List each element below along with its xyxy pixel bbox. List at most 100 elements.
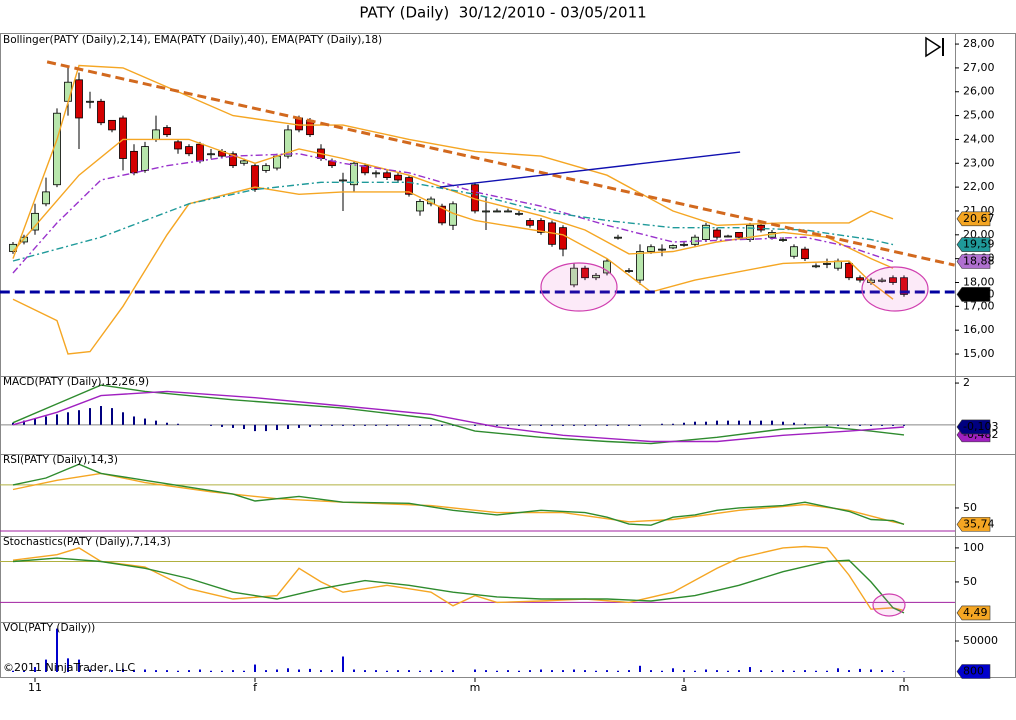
play-triangle[interactable]	[925, 36, 942, 58]
value-marker-label: -0,103	[963, 420, 998, 433]
candle-body	[537, 220, 545, 233]
y-tick-label: 18,00	[963, 275, 995, 288]
value-marker	[956, 237, 991, 252]
candle-body	[31, 212, 39, 231]
y-tick-label: 50	[963, 501, 977, 514]
highlight-ellipse	[861, 266, 929, 312]
value-marker-label: 20,67	[963, 212, 995, 225]
panel-title: RSI(PATY (Daily),14,3)	[3, 454, 118, 466]
x-tick-label: m	[470, 681, 481, 694]
candle-body	[174, 141, 182, 150]
candle-body	[438, 205, 446, 224]
candle-body	[559, 227, 567, 250]
value-marker-label: 35,74	[963, 517, 995, 530]
candle-body	[251, 165, 259, 190]
candle-body	[636, 251, 644, 281]
candle-body	[119, 117, 127, 159]
panel	[0, 463, 955, 532]
candle-body	[713, 229, 721, 238]
y-tick-label: 16,00	[963, 323, 995, 336]
candle-body	[394, 174, 402, 181]
y-tick-label: 50	[963, 575, 977, 588]
indicator-line	[439, 151, 741, 188]
candle-body	[779, 239, 787, 241]
y-tick-label: 22,00	[963, 180, 995, 193]
y-tick-label: 17,00	[963, 299, 995, 312]
indicator-line	[12, 138, 894, 269]
candle-body	[416, 201, 424, 212]
indicator-line	[12, 384, 905, 445]
indicator-line	[12, 64, 894, 259]
candle-body	[383, 172, 391, 178]
candle-body	[515, 212, 523, 215]
candle-body	[86, 100, 94, 103]
value-marker-label: 4,49	[963, 606, 988, 619]
y-tick-label: 50000	[963, 634, 998, 647]
y-tick-label: 2	[963, 376, 970, 389]
panel	[0, 545, 955, 614]
highlight-ellipse	[872, 593, 906, 617]
panel	[12, 628, 905, 672]
candle-body	[405, 177, 413, 195]
indicator-line	[12, 152, 894, 274]
play-icon[interactable]	[925, 36, 944, 58]
candle-body	[812, 265, 820, 268]
y-tick-label: 100	[963, 541, 984, 554]
candle-body	[64, 81, 72, 102]
y-tick-label: 24,00	[963, 132, 995, 145]
candle-body	[493, 210, 501, 213]
copyright: ©2011 NinjaTrader, LLC	[3, 661, 135, 674]
candle-body	[790, 246, 798, 257]
indicator-line	[12, 472, 905, 525]
candle-body	[680, 243, 688, 246]
panel-title: VOL(PATY (Daily))	[3, 622, 95, 634]
candle-body	[350, 162, 358, 186]
candle-body	[845, 263, 853, 279]
candle-body	[889, 277, 897, 283]
candle-body	[823, 263, 831, 265]
indicator-line	[12, 557, 905, 614]
indicator-line	[12, 463, 905, 526]
y-tick-label: 15,00	[963, 347, 995, 360]
indicator-line	[12, 186, 894, 355]
candle-body	[900, 277, 908, 295]
x-tick-label: 11	[28, 681, 42, 694]
candle-body	[801, 248, 809, 260]
candle-body	[614, 236, 622, 239]
x-tick-label: a	[681, 681, 688, 694]
candle-body	[482, 210, 490, 213]
candle-body	[658, 248, 666, 251]
candle-body	[152, 129, 160, 140]
value-marker-label: 17,50	[963, 287, 995, 300]
candle-body	[284, 129, 292, 157]
x-tick-label: m	[899, 681, 910, 694]
candle-body	[163, 127, 171, 136]
value-marker	[956, 287, 991, 302]
x-tick-label: f	[253, 681, 258, 694]
value-marker-label: 18,88	[963, 255, 995, 268]
value-marker	[956, 419, 991, 435]
candle-body	[669, 245, 677, 249]
candle-body	[856, 277, 864, 281]
y-tick-label: 25,00	[963, 109, 995, 122]
value-marker-label: 19,59	[963, 238, 995, 251]
candle-body	[603, 260, 611, 274]
candle-body	[108, 119, 116, 131]
candle-body	[504, 210, 512, 213]
candle-body	[273, 155, 281, 169]
candle-body	[361, 165, 369, 174]
candle-body	[735, 232, 743, 238]
candle-body	[262, 165, 270, 171]
candle-body	[757, 224, 765, 231]
indicator-line	[12, 390, 905, 443]
candle-body	[526, 220, 534, 226]
candle-body	[53, 112, 61, 186]
candle-body	[878, 279, 886, 282]
y-tick-label: 23,00	[963, 156, 995, 169]
indicator-line	[12, 181, 894, 262]
y-tick-label: 28,00	[963, 37, 995, 50]
candle-body	[196, 143, 204, 162]
panel	[0, 384, 955, 445]
value-marker	[956, 211, 991, 227]
value-marker	[956, 517, 991, 532]
